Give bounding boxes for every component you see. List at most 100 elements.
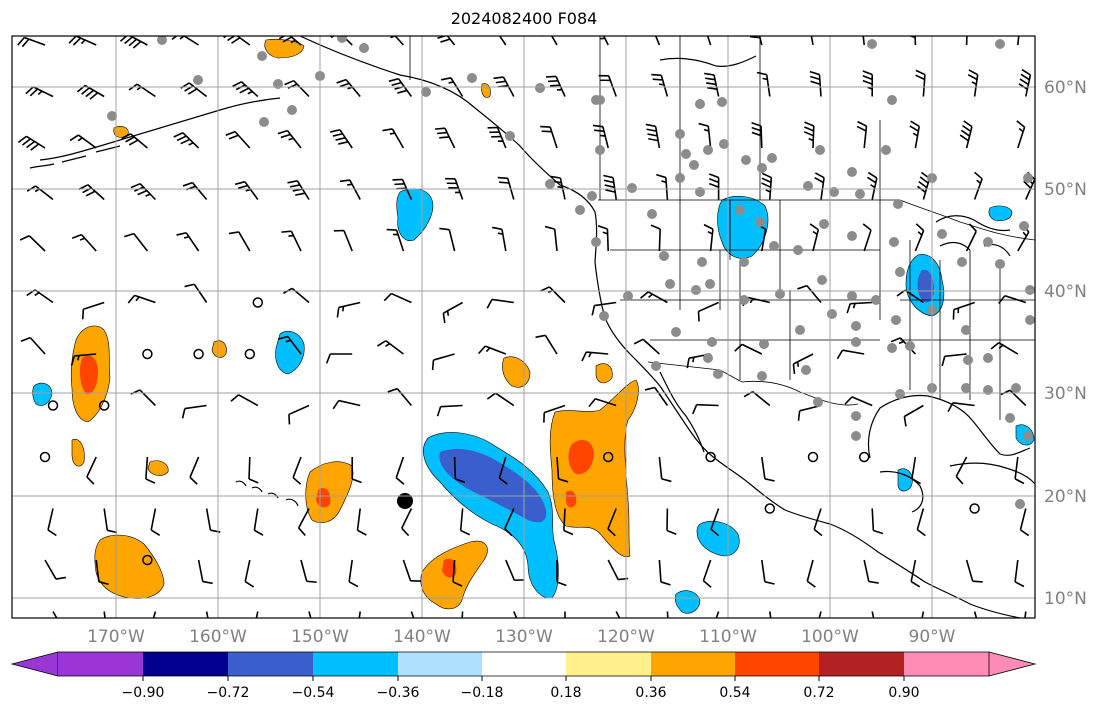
wind-barb [255,611,259,618]
wind-barb [990,341,1019,355]
wind-barb [540,125,558,149]
station-dot [719,139,729,149]
wind-barb [1017,36,1020,46]
wind-barb [277,335,302,355]
wind-barb [792,353,814,375]
wind-barb [145,456,156,484]
wind-barb [564,611,566,618]
wind-barb [615,611,621,618]
station-dot [713,369,723,379]
wind-barb [486,298,514,309]
station-dot [665,279,675,289]
wind-barb [702,559,712,588]
station-dot [651,361,661,371]
wind-barb [223,36,251,46]
wind-barb [459,508,471,536]
station-dot [545,179,555,189]
wind-barb [230,394,259,407]
wind-barb [803,121,815,149]
storm-center-marker [397,493,413,509]
map-title: 2024082400 F084 [450,9,598,28]
wind-barb [581,351,609,362]
station-dot [851,321,861,331]
station-dot [1025,315,1035,325]
positive-anomaly-area [113,126,129,138]
positive-anomaly-area [147,460,169,476]
station-dot [591,237,601,247]
station-dot [599,311,609,321]
station-dot [847,167,857,177]
negative-anomaly-area [275,331,305,375]
wind-barb [844,396,873,407]
station-dot [659,251,669,261]
colorbar-segment [313,652,398,676]
station-dot [741,155,751,165]
wind-barb [644,386,669,406]
negative-anomaly-core [917,269,934,303]
station-dot [1015,499,1025,509]
coastline-alaska-peninsula [39,97,281,161]
station-dot [995,39,1005,49]
colorbar-tick-label: −0.54 [292,685,335,701]
station-dot [817,275,827,285]
wind-barb [436,404,463,417]
coastline-hudson [659,55,757,67]
station-dot [851,337,861,347]
wind-barb [810,36,814,46]
wind-barb [300,559,317,584]
lon-label: 100°W [801,627,859,647]
wind-barb [376,340,404,355]
station-dot [735,205,745,215]
calm-wind-circle [705,451,716,463]
station-dot [691,285,701,295]
station-dot [1023,173,1033,183]
station-dot [505,131,515,141]
station-dot [739,295,749,305]
wind-barb [809,70,822,97]
station-dot [871,295,881,305]
wind-barb [597,225,609,252]
wind-barb [563,508,574,536]
wind-barb [486,392,515,407]
station-dot [647,209,657,219]
wind-barb [862,36,865,46]
station-dot [961,325,971,335]
station-dot [1025,285,1035,295]
wind-barb [650,224,661,252]
station-dot [193,75,203,85]
wind-barb [505,559,525,582]
positive-anomaly-area [502,356,531,388]
wind-barb [297,508,310,536]
calm-wind-circle [969,503,980,514]
wind-barb [697,301,719,322]
wind-barb [704,72,720,97]
station-dot [847,231,857,241]
wind-barb [205,611,209,618]
map-frame [11,35,1036,619]
station-dot [963,355,973,365]
wind-barb [751,122,763,149]
station-dot [801,365,811,375]
wind-barb [911,456,922,485]
wind-barb [150,508,161,537]
wind-barb [645,123,661,149]
positive-anomaly-core [442,558,457,578]
station-dot [257,51,267,61]
wind-barb [710,508,720,537]
wind-barb [543,404,566,423]
station-dot [757,371,767,381]
wind-barb [351,457,362,484]
wind-barb [769,611,772,618]
positive-anomaly-area [94,534,165,599]
us-mexico-border [647,361,859,406]
wind-barb [461,611,464,618]
wind-barb [121,133,148,149]
station-dot [893,199,903,209]
station-dot [1019,221,1029,231]
wind-barb [871,508,884,535]
colorbar-segment [904,652,989,676]
wind-barb [513,611,518,618]
station-dot [157,36,167,45]
wind-barb [81,301,105,320]
